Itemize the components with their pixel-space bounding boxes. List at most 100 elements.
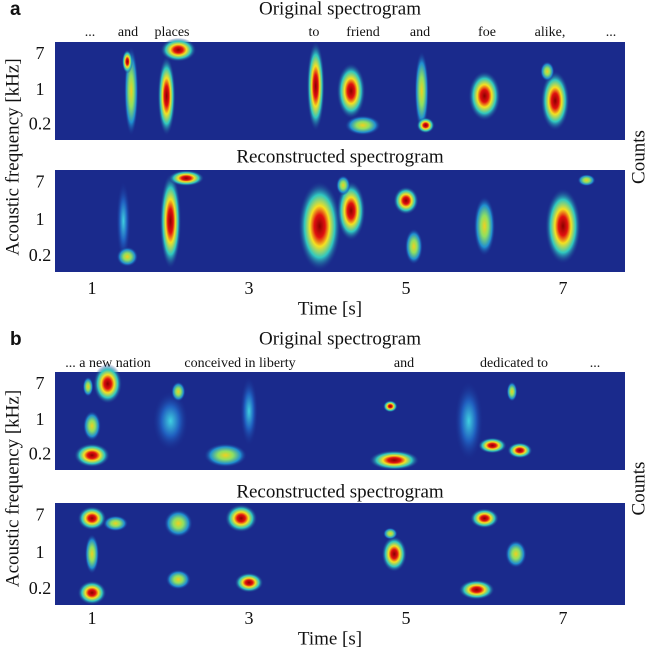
energy-blob	[477, 437, 507, 454]
x-tick-label: 3	[245, 278, 254, 298]
energy-blob	[458, 579, 495, 600]
word: alike,	[535, 25, 566, 40]
energy-blob	[157, 55, 176, 136]
energy-blob	[224, 504, 258, 533]
energy-blob	[77, 506, 107, 531]
energy-blob	[383, 400, 398, 413]
energy-blob	[121, 49, 133, 74]
energy-blob	[298, 181, 342, 272]
energy-blob	[234, 572, 264, 593]
original-title: Original spectrogram	[259, 328, 421, 349]
x-tick-label: 7	[559, 608, 568, 628]
energy-blob	[116, 246, 139, 267]
energy-blob	[404, 228, 423, 265]
energy-blob	[393, 186, 419, 215]
energy-blob	[344, 115, 381, 136]
reconstructed-title: Reconstructed spectrogram	[236, 146, 444, 167]
x-tick-label: 3	[245, 608, 254, 628]
y-tick-label: 0.2	[29, 113, 52, 133]
energy-blob	[336, 180, 366, 241]
spectrogram-blobs	[77, 504, 527, 605]
y-tick-label: 7	[36, 171, 45, 191]
word: to	[309, 25, 320, 40]
energy-blob	[159, 173, 182, 269]
word: and	[394, 356, 414, 371]
spectrogram-blobs	[116, 170, 596, 272]
word: and	[410, 25, 430, 40]
word: foe	[478, 25, 496, 40]
energy-blob	[336, 63, 366, 119]
y-tick-label: 1	[36, 409, 45, 429]
y-tick-label: 0.2	[29, 578, 52, 598]
word: places	[155, 25, 190, 40]
energy-blob	[102, 515, 129, 532]
energy-blob	[507, 442, 533, 459]
energy-blob	[540, 70, 570, 131]
x-axis-label: Time [s]	[298, 298, 362, 319]
energy-blob	[83, 410, 101, 441]
energy-blob	[240, 376, 258, 447]
reconstructed-title: Reconstructed spectrogram	[236, 481, 444, 502]
energy-blob	[306, 41, 325, 132]
energy-blob	[545, 188, 581, 265]
energy-blob	[82, 376, 94, 397]
y-tick-label: 7	[36, 504, 45, 524]
energy-blob	[540, 61, 555, 82]
y-tick-label: 7	[36, 373, 45, 393]
energy-blob	[336, 175, 351, 196]
energy-blob	[168, 170, 205, 187]
colorbar-label: Counts	[628, 130, 649, 184]
y-tick-label: 0.2	[29, 443, 52, 463]
energy-blob	[454, 381, 484, 461]
energy-blob	[74, 443, 110, 468]
energy-blob	[383, 527, 398, 540]
word: ...	[590, 356, 601, 371]
word: ...	[606, 25, 617, 40]
spectrogram-blobs	[74, 363, 533, 471]
energy-blob	[116, 181, 131, 261]
energy-blob	[163, 509, 193, 538]
energy-blob	[171, 381, 186, 402]
original-title: Original spectrogram	[259, 0, 421, 19]
x-axis-label: Time [s]	[298, 628, 362, 649]
energy-blob	[160, 37, 197, 62]
panel-label: a	[10, 0, 21, 20]
energy-blob	[505, 540, 527, 568]
energy-blob	[506, 381, 518, 402]
x-tick-label: 1	[88, 278, 97, 298]
energy-blob	[416, 117, 435, 134]
energy-blob	[93, 363, 123, 404]
panel-label: b	[10, 329, 22, 350]
y-tick-label: 1	[36, 79, 45, 99]
energy-blob	[203, 443, 248, 468]
energy-blob	[77, 580, 107, 605]
energy-blob	[381, 536, 407, 572]
energy-blob	[152, 391, 189, 451]
energy-blob	[165, 569, 191, 590]
word: friend	[346, 25, 379, 40]
y-axis-label: Acoustic frequency [kHz]	[2, 58, 23, 255]
x-tick-label: 5	[402, 608, 411, 628]
y-axis-label: Acoustic frequency [kHz]	[2, 390, 23, 587]
x-tick-label: 7	[559, 278, 568, 298]
word: and	[118, 25, 138, 40]
spectrogram	[55, 503, 625, 605]
y-tick-label: 0.2	[29, 245, 52, 265]
spectrogram-blobs	[121, 37, 570, 136]
x-tick-label: 1	[88, 608, 97, 628]
colorbar-label: Counts	[628, 462, 649, 516]
word: ...	[85, 25, 96, 40]
energy-blob	[414, 51, 429, 131]
word: ... a new nation	[65, 356, 151, 371]
energy-blob	[369, 450, 420, 471]
word: dedicated to	[480, 356, 548, 371]
energy-blob	[470, 508, 499, 529]
energy-blob	[473, 196, 496, 257]
energy-blob	[577, 174, 596, 187]
word: conceived in liberty	[184, 356, 295, 371]
spectrogram	[55, 372, 625, 470]
y-tick-label: 1	[36, 209, 45, 229]
x-tick-label: 5	[402, 278, 411, 298]
energy-blob	[84, 534, 100, 574]
